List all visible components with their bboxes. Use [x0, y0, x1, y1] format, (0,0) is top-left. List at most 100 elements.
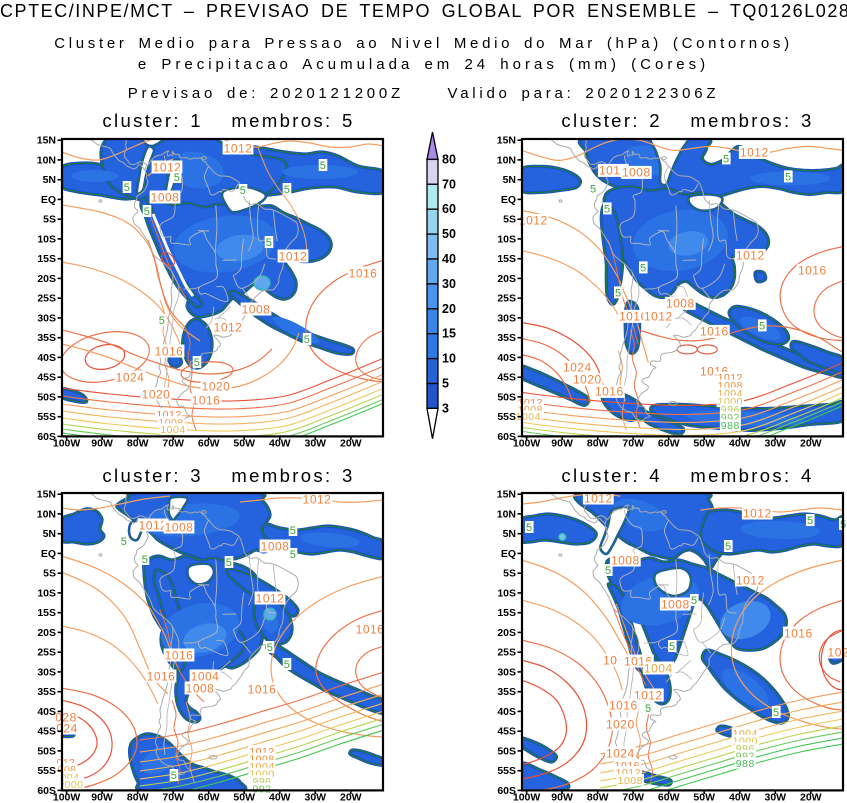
svg-text:5: 5 — [442, 377, 449, 391]
svg-text:1008: 1008 — [622, 165, 651, 179]
svg-text:024: 024 — [56, 721, 78, 735]
svg-text:10: 10 — [603, 653, 617, 667]
svg-text:5: 5 — [605, 565, 612, 577]
svg-text:1016: 1016 — [700, 324, 729, 338]
svg-text:5: 5 — [240, 185, 247, 197]
svg-text:1016: 1016 — [619, 309, 648, 323]
svg-text:1016: 1016 — [192, 393, 221, 407]
svg-text:1024: 1024 — [606, 746, 635, 760]
svg-text:1008: 1008 — [186, 681, 215, 695]
svg-text:1012: 1012 — [224, 141, 253, 155]
svg-text:5: 5 — [142, 554, 149, 566]
svg-text:5: 5 — [320, 160, 327, 172]
svg-text:5: 5 — [267, 642, 274, 654]
svg-text:5: 5 — [159, 315, 166, 327]
svg-text:15: 15 — [442, 327, 456, 341]
svg-text:1012: 1012 — [740, 145, 769, 159]
svg-text:1016: 1016 — [165, 648, 194, 662]
svg-text:1012: 1012 — [153, 160, 182, 174]
svg-text:1008: 1008 — [661, 597, 690, 611]
svg-text:988: 988 — [720, 420, 739, 432]
svg-text:1020: 1020 — [573, 372, 602, 386]
svg-text:1016: 1016 — [155, 344, 184, 358]
svg-text:988: 988 — [735, 758, 754, 770]
svg-text:20: 20 — [442, 302, 456, 316]
svg-text:5: 5 — [290, 525, 297, 537]
svg-text:1008: 1008 — [666, 296, 695, 310]
svg-text:5: 5 — [526, 522, 533, 534]
svg-text:5: 5 — [284, 184, 291, 196]
svg-text:1012: 1012 — [256, 591, 285, 605]
svg-text:1008: 1008 — [617, 775, 642, 787]
svg-text:1016: 1016 — [356, 622, 385, 636]
svg-text:80: 80 — [442, 152, 456, 166]
svg-text:5: 5 — [590, 183, 597, 195]
svg-text:30: 30 — [442, 277, 456, 291]
svg-text:5: 5 — [226, 557, 233, 569]
svg-text:1008: 1008 — [151, 190, 180, 204]
svg-text:1016: 1016 — [147, 669, 176, 683]
svg-text:102: 102 — [827, 645, 847, 659]
svg-text:1016: 1016 — [798, 263, 827, 277]
svg-text:10: 10 — [442, 352, 456, 366]
svg-text:1020: 1020 — [606, 717, 635, 731]
svg-text:5: 5 — [194, 357, 201, 369]
svg-text:50: 50 — [442, 227, 456, 241]
svg-text:1012: 1012 — [214, 320, 243, 334]
svg-text:1024: 1024 — [563, 360, 592, 374]
svg-text:3: 3 — [442, 401, 449, 415]
svg-text:5: 5 — [773, 707, 780, 719]
svg-text:5: 5 — [645, 703, 652, 715]
svg-text:1020: 1020 — [142, 387, 171, 401]
svg-text:1012: 1012 — [599, 163, 628, 177]
svg-text:1012: 1012 — [139, 518, 168, 532]
svg-text:1016: 1016 — [349, 266, 378, 280]
svg-text:1004: 1004 — [191, 669, 220, 683]
svg-text:5: 5 — [284, 659, 291, 671]
svg-text:1012: 1012 — [584, 491, 613, 505]
svg-text:5: 5 — [723, 153, 730, 165]
svg-text:5: 5 — [121, 536, 128, 548]
svg-text:5: 5 — [640, 262, 647, 274]
svg-text:60: 60 — [442, 202, 456, 216]
svg-text:1008: 1008 — [611, 553, 640, 567]
svg-text:1016: 1016 — [248, 682, 277, 696]
svg-text:5: 5 — [266, 237, 273, 249]
svg-text:5: 5 — [604, 203, 611, 215]
svg-text:70: 70 — [442, 177, 456, 191]
svg-text:1016: 1016 — [784, 626, 813, 640]
svg-text:5: 5 — [144, 206, 151, 218]
svg-text:5: 5 — [290, 549, 297, 561]
svg-text:5: 5 — [785, 171, 792, 183]
svg-text:5: 5 — [669, 641, 676, 653]
svg-text:5: 5 — [124, 182, 131, 194]
svg-text:5: 5 — [171, 770, 178, 782]
svg-text:1012: 1012 — [279, 249, 308, 263]
svg-text:1012: 1012 — [743, 506, 772, 520]
svg-text:1004: 1004 — [644, 661, 673, 675]
svg-text:1008: 1008 — [261, 539, 290, 553]
svg-text:1008: 1008 — [165, 520, 194, 534]
svg-text:1004: 1004 — [160, 424, 185, 436]
svg-text:5: 5 — [615, 287, 622, 299]
svg-text:1016: 1016 — [609, 698, 638, 712]
svg-text:5: 5 — [174, 172, 181, 184]
svg-text:1016: 1016 — [595, 384, 624, 398]
svg-text:1020: 1020 — [202, 379, 231, 393]
svg-text:1012: 1012 — [634, 688, 663, 702]
svg-text:40: 40 — [442, 252, 456, 266]
svg-text:5: 5 — [304, 334, 311, 346]
svg-text:1012: 1012 — [736, 248, 765, 262]
svg-text:1012: 1012 — [736, 573, 765, 587]
svg-text:000: 000 — [64, 779, 83, 791]
svg-text:5: 5 — [759, 320, 766, 332]
svg-text:028: 028 — [55, 710, 77, 724]
svg-text:1012: 1012 — [644, 309, 673, 323]
svg-text:5: 5 — [807, 515, 814, 527]
svg-text:1012: 1012 — [519, 213, 548, 227]
svg-text:5: 5 — [725, 541, 732, 553]
svg-text:1024: 1024 — [116, 370, 145, 384]
svg-text:1012: 1012 — [303, 492, 332, 506]
svg-text:1008: 1008 — [242, 302, 271, 316]
svg-text:5: 5 — [691, 595, 698, 607]
